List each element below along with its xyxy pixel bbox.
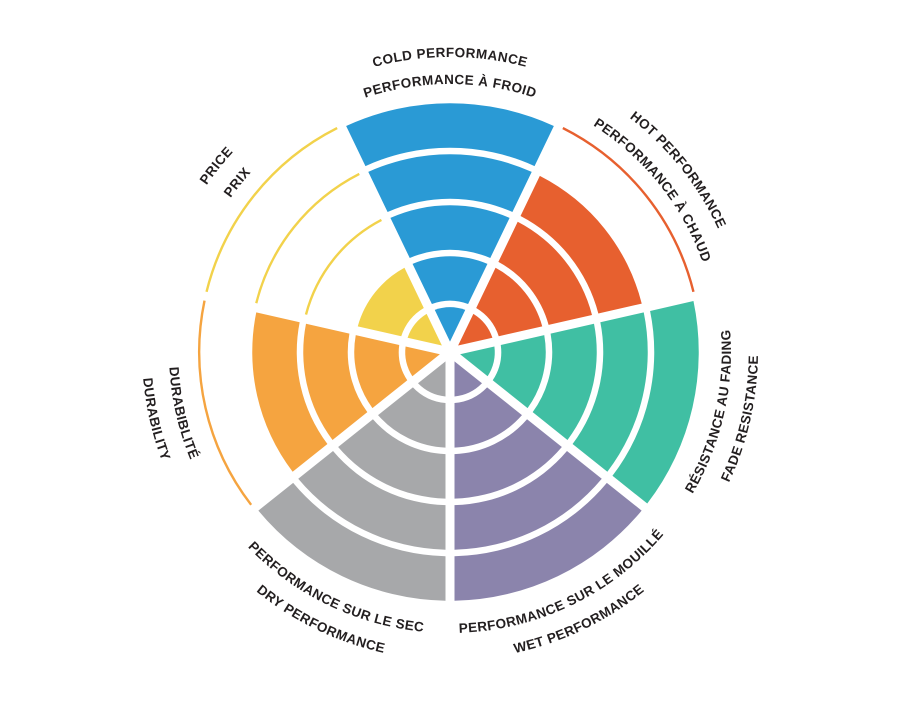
ring-outline-hot-performance-ring-5 (562, 126, 695, 293)
sector-band-dry-performance-ring-5 (258, 482, 446, 601)
sector-band-dry-performance-ring-4 (298, 451, 446, 550)
sector-band-fade-resistance-ring-5 (612, 301, 699, 504)
sector-band-fade-resistance-ring-1 (460, 346, 495, 377)
sector-band-dry-performance-ring-1 (418, 361, 446, 397)
sector-band-durability-ring-4 (252, 312, 328, 472)
sector-band-wet-performance-ring-1 (454, 361, 482, 397)
sector-band-dry-performance-ring-3 (338, 419, 446, 499)
sector-band-price-ring-1 (407, 313, 442, 346)
ring-outline-price-ring-5 (205, 126, 338, 293)
sector-band-price-ring-2 (357, 267, 424, 337)
sector-band-wet-performance-ring-4 (454, 451, 602, 550)
sector-band-cold-performance-ring-3 (390, 205, 510, 259)
sector-label-durability-fr: DURABIBLITÉ (166, 366, 201, 461)
sector-band-hot-performance-ring-2 (476, 267, 543, 337)
sector-band-cold-performance-ring-2 (412, 256, 488, 305)
sector-band-fade-resistance-ring-4 (572, 312, 648, 472)
sector-band-fade-resistance-ring-2 (492, 335, 546, 409)
ring-outline-durability-ring-5 (198, 300, 253, 506)
sector-label-cold-performance-fr: PERFORMANCE À FROID (361, 72, 538, 101)
sector-band-hot-performance-ring-3 (498, 221, 592, 325)
sector-band-fade-resistance-ring-3 (532, 323, 597, 440)
sector-band-hot-performance-ring-1 (458, 313, 493, 346)
ring-outline-arcs (198, 126, 695, 506)
sector-band-cold-performance-ring-4 (368, 154, 532, 213)
sector-band-durability-ring-3 (303, 323, 368, 440)
sector-band-durability-ring-2 (354, 335, 408, 409)
sector-band-cold-performance-ring-1 (434, 307, 466, 342)
sector-band-wet-performance-ring-5 (454, 482, 642, 601)
sector-band-wet-performance-ring-2 (454, 387, 522, 448)
sector-band-cold-performance-ring-5 (346, 103, 554, 167)
sector-band-hot-performance-ring-4 (520, 175, 642, 314)
sector-label-durability-en: DURABILITY (140, 377, 173, 463)
sector-label-cold-performance-en: COLD PERFORMANCE (371, 45, 529, 70)
ring-outline-price-ring-3 (304, 218, 382, 315)
wheel-sectors (252, 103, 699, 601)
sector-band-durability-ring-1 (405, 346, 440, 377)
sector-label-price-fr: PRIX (221, 164, 254, 199)
ring-outline-price-ring-4 (255, 172, 360, 304)
sector-band-wet-performance-ring-3 (454, 419, 562, 499)
sector-band-dry-performance-ring-2 (378, 387, 446, 448)
